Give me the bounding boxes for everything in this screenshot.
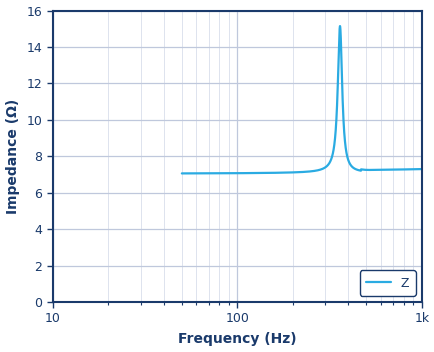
Z [252, 171, 257, 175]
Z [179, 171, 184, 176]
Y-axis label: Impedance (Ω): Impedance (Ω) [6, 99, 20, 214]
Z [305, 169, 310, 174]
Z [337, 24, 342, 28]
Z [282, 170, 287, 175]
X-axis label: Frequency (Hz): Frequency (Hz) [178, 332, 296, 346]
Z [418, 167, 424, 171]
Z [312, 169, 318, 173]
Z [297, 170, 302, 174]
Line: Z: Z [181, 26, 421, 174]
Legend: Z: Z [359, 270, 414, 296]
Z [365, 168, 371, 172]
